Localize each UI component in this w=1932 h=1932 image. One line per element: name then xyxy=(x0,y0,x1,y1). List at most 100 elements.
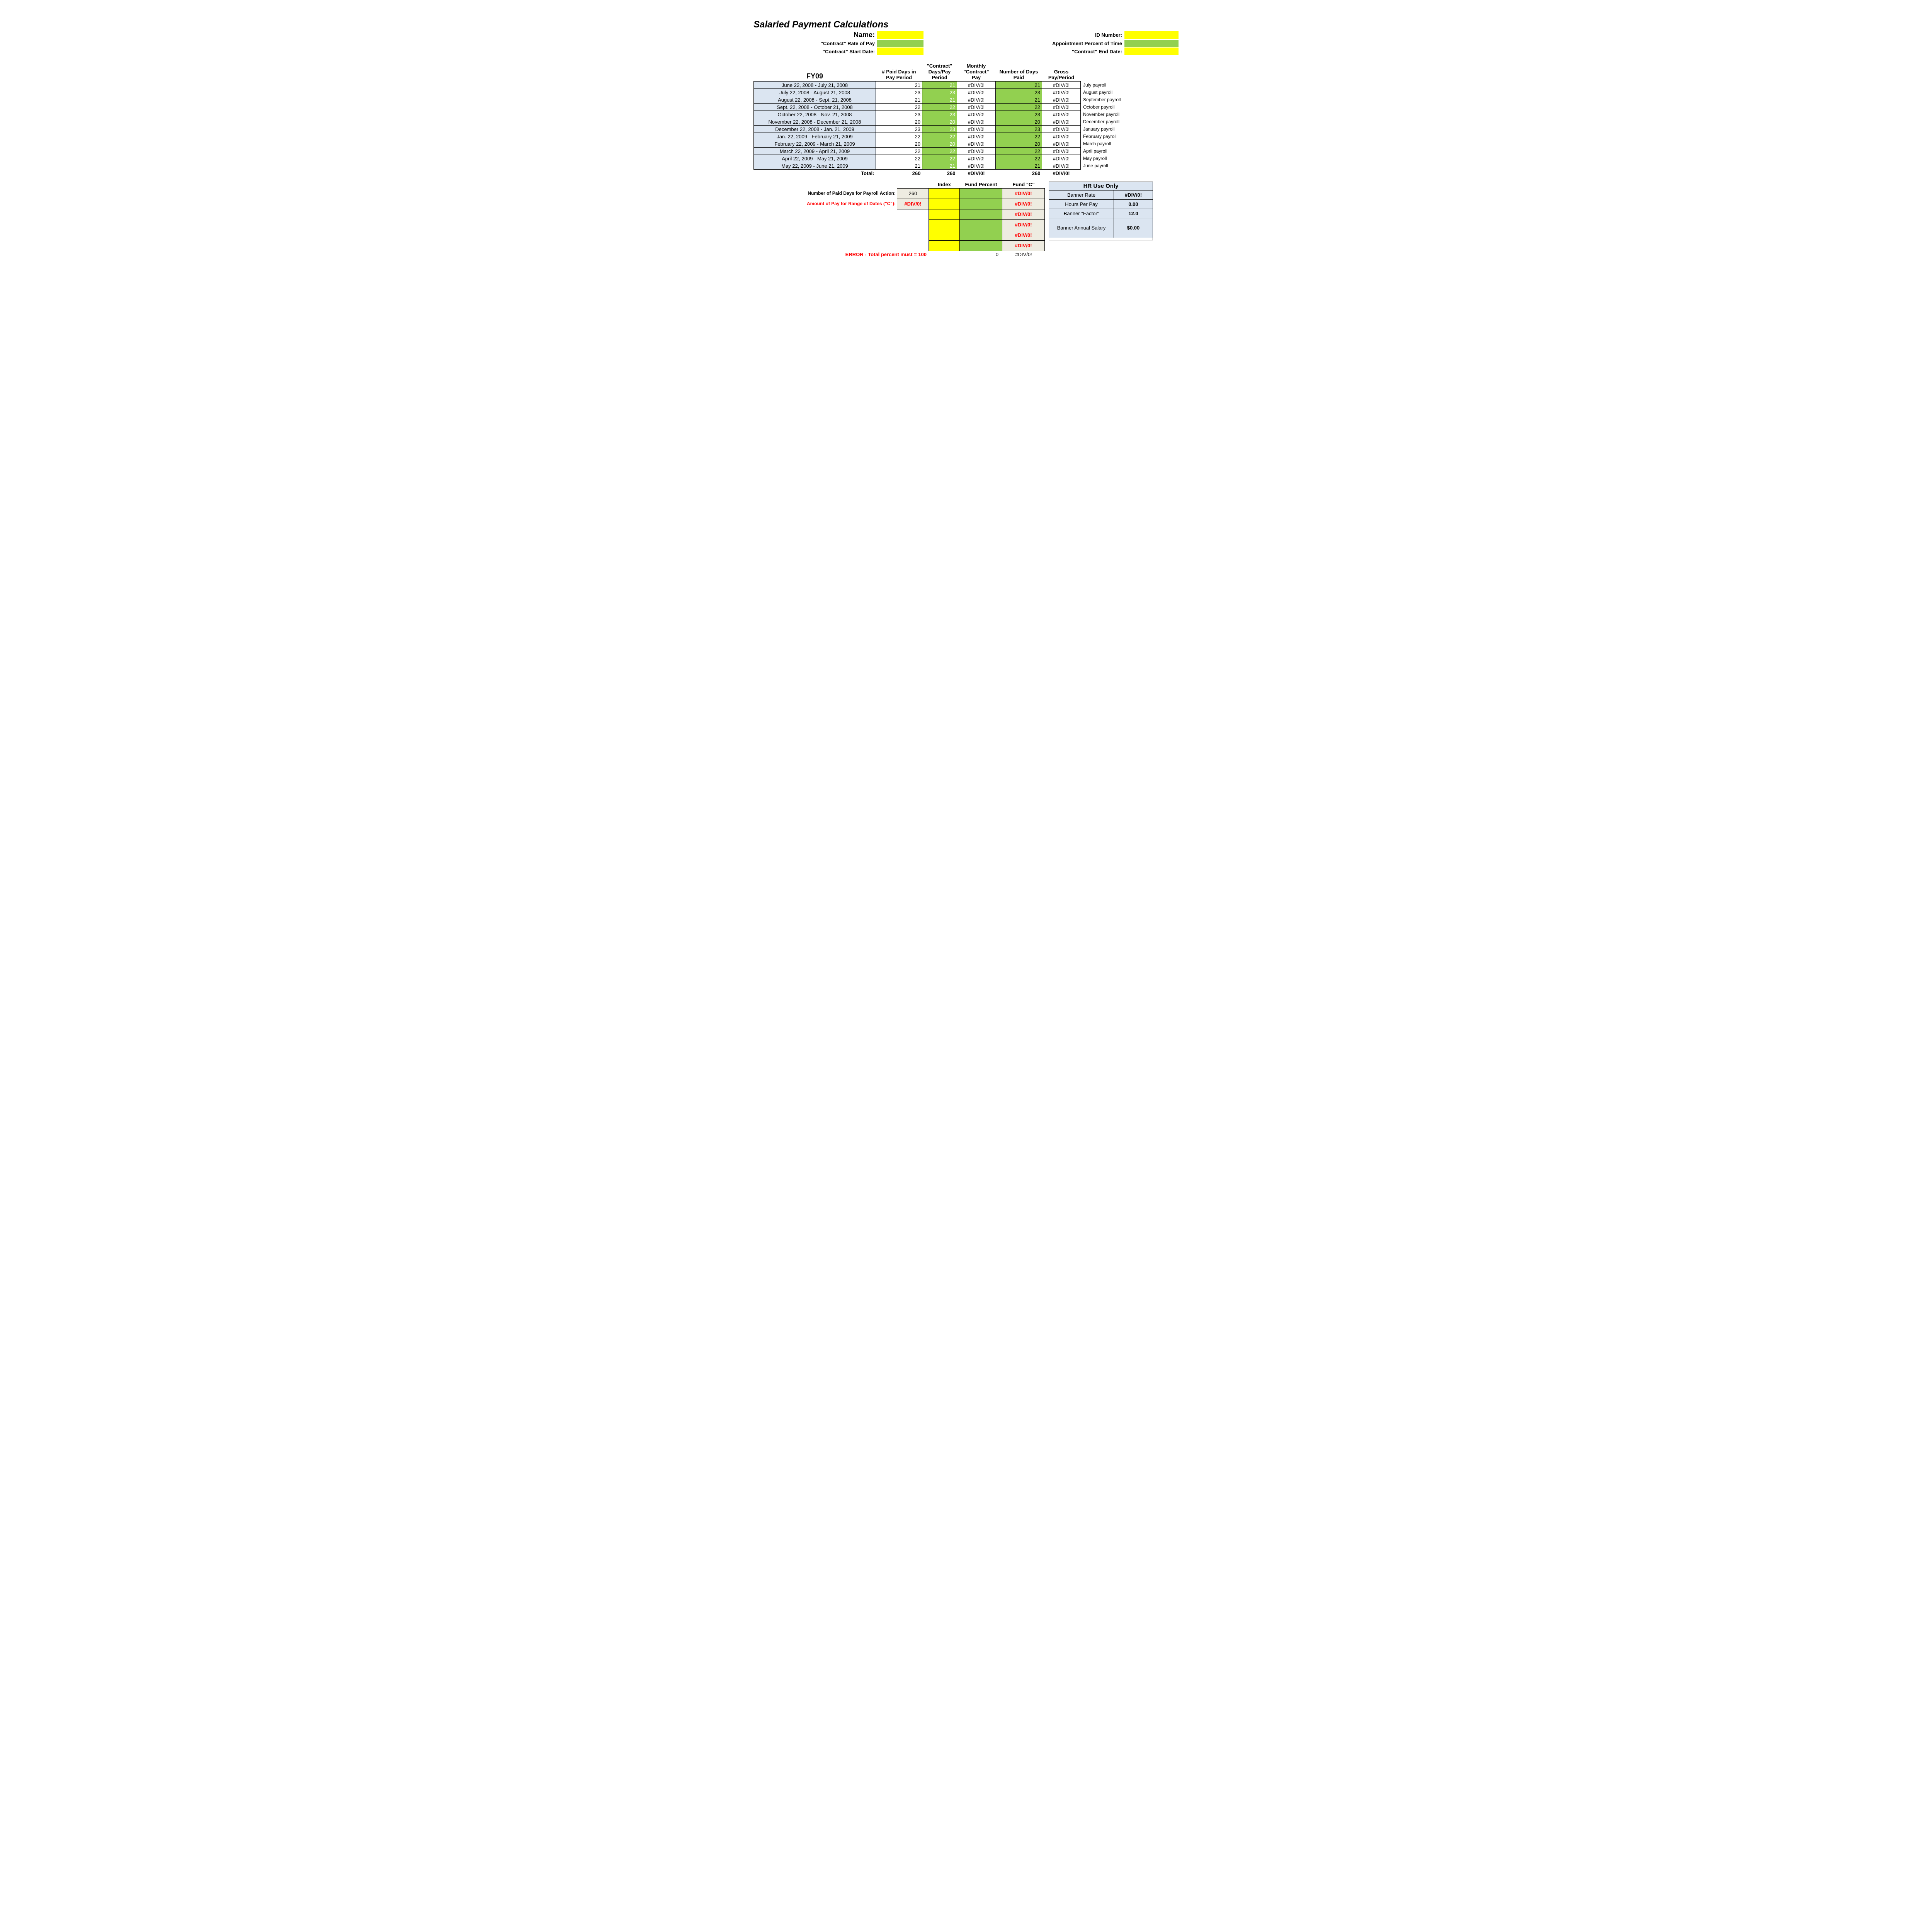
fundpct-input-1[interactable] xyxy=(959,199,1002,209)
contract-days-cell: 22 xyxy=(922,155,957,162)
table-row: August 22, 2008 - Sept. 21, 20082121#DIV… xyxy=(754,96,1179,104)
fundpct-input-0[interactable] xyxy=(959,188,1002,199)
payroll-note: September payroll xyxy=(1081,96,1179,104)
name-label: Name: xyxy=(753,31,877,39)
monthly-pay-cell: #DIV/0! xyxy=(957,104,996,111)
num-paid-cell: 22 xyxy=(996,133,1042,140)
num-paid-cell: 21 xyxy=(996,162,1042,170)
amount-value: #DIV/0! xyxy=(897,199,929,209)
index-input-2[interactable] xyxy=(929,209,960,220)
period-cell: February 22, 2009 - March 21, 2009 xyxy=(754,140,876,148)
rate-label: "Contract" Rate of Pay xyxy=(753,41,877,46)
payroll-note: May payroll xyxy=(1081,155,1179,162)
error-zero: 0 xyxy=(960,252,1002,257)
gross-cell: #DIV/0! xyxy=(1042,89,1081,96)
col-num-paid: Number of Days Paid xyxy=(996,62,1042,82)
table-row: July 22, 2008 - August 21, 20082323#DIV/… xyxy=(754,89,1179,96)
hr-banner-rate-label: Banner Rate xyxy=(1049,190,1114,200)
payroll-note: February payroll xyxy=(1081,133,1179,140)
fundc-2: #DIV/0! xyxy=(1002,209,1045,220)
total-label: Total: xyxy=(754,170,876,177)
numdays-value: 260 xyxy=(897,188,929,199)
hr-hours-label: Hours Per Pay xyxy=(1049,200,1114,209)
contract-days-cell: 22 xyxy=(922,148,957,155)
paid-days-cell: 22 xyxy=(876,133,922,140)
total-paid: 260 xyxy=(876,170,922,177)
page-title: Salaried Payment Calculations xyxy=(753,19,1179,30)
paid-days-cell: 21 xyxy=(876,96,922,104)
gross-cell: #DIV/0! xyxy=(1042,118,1081,126)
payroll-note: July payroll xyxy=(1081,82,1179,89)
col-contract-days: "Contract" Days/Pay Period xyxy=(922,62,957,82)
fundpct-heading: Fund Percent xyxy=(960,182,1002,188)
fundpct-input-4[interactable] xyxy=(959,230,1002,241)
payroll-note: October payroll xyxy=(1081,104,1179,111)
rate-input[interactable] xyxy=(877,40,923,47)
table-row: April 22, 2009 - May 21, 20092222#DIV/0!… xyxy=(754,155,1179,162)
payroll-note: November payroll xyxy=(1081,111,1179,118)
index-input-1[interactable] xyxy=(929,199,960,209)
index-input-4[interactable] xyxy=(929,230,960,241)
period-cell: May 22, 2009 - June 21, 2009 xyxy=(754,162,876,170)
total-gross: #DIV/0! xyxy=(1042,170,1081,177)
payroll-note: August payroll xyxy=(1081,89,1179,96)
index-input-3[interactable] xyxy=(929,219,960,230)
index-input-5[interactable] xyxy=(929,240,960,251)
start-label: "Contract" Start Date: xyxy=(753,49,877,54)
hr-hours-value: 0.00 xyxy=(1114,200,1153,209)
num-paid-cell: 22 xyxy=(996,148,1042,155)
total-cdays: 260 xyxy=(922,170,957,177)
table-row: February 22, 2009 - March 21, 20092020#D… xyxy=(754,140,1179,148)
paid-days-cell: 23 xyxy=(876,111,922,118)
gross-cell: #DIV/0! xyxy=(1042,82,1081,89)
name-input[interactable] xyxy=(877,31,923,39)
paid-days-cell: 22 xyxy=(876,104,922,111)
pct-input[interactable] xyxy=(1124,40,1179,47)
gross-cell: #DIV/0! xyxy=(1042,133,1081,140)
num-paid-cell: 23 xyxy=(996,89,1042,96)
period-cell: Jan. 22, 2009 - February 21, 2009 xyxy=(754,133,876,140)
hr-salary-value: $0.00 xyxy=(1114,218,1153,238)
period-cell: Sept. 22, 2008 - October 21, 2008 xyxy=(754,104,876,111)
gross-cell: #DIV/0! xyxy=(1042,148,1081,155)
id-input[interactable] xyxy=(1124,31,1179,39)
fundpct-input-2[interactable] xyxy=(959,209,1002,220)
monthly-pay-cell: #DIV/0! xyxy=(957,118,996,126)
error-div: #DIV/0! xyxy=(1002,252,1045,257)
num-paid-cell: 21 xyxy=(996,96,1042,104)
table-row: December 22, 2008 - Jan. 21, 20092323#DI… xyxy=(754,126,1179,133)
gross-cell: #DIV/0! xyxy=(1042,126,1081,133)
fundc-3: #DIV/0! xyxy=(1002,219,1045,230)
id-label: ID Number: xyxy=(931,32,1124,38)
contract-days-cell: 23 xyxy=(922,126,957,133)
error-message: ERROR - Total percent must = 100 xyxy=(753,252,929,257)
gross-cell: #DIV/0! xyxy=(1042,104,1081,111)
period-cell: October 22, 2008 - Nov. 21, 2008 xyxy=(754,111,876,118)
gross-cell: #DIV/0! xyxy=(1042,162,1081,170)
fundpct-input-3[interactable] xyxy=(959,219,1002,230)
period-cell: April 22, 2009 - May 21, 2009 xyxy=(754,155,876,162)
end-input[interactable] xyxy=(1124,48,1179,55)
start-input[interactable] xyxy=(877,48,923,55)
fundc-5: #DIV/0! xyxy=(1002,240,1045,251)
table-row: November 22, 2008 - December 21, 2008202… xyxy=(754,118,1179,126)
contract-days-cell: 20 xyxy=(922,140,957,148)
index-input-0[interactable] xyxy=(929,188,960,199)
pct-label: Appointment Percent of Time xyxy=(931,41,1124,46)
num-paid-cell: 22 xyxy=(996,104,1042,111)
table-row: May 22, 2009 - June 21, 20092121#DIV/0!2… xyxy=(754,162,1179,170)
monthly-pay-cell: #DIV/0! xyxy=(957,89,996,96)
num-paid-cell: 23 xyxy=(996,126,1042,133)
contract-days-cell: 21 xyxy=(922,162,957,170)
fundpct-input-5[interactable] xyxy=(959,240,1002,251)
monthly-pay-cell: #DIV/0! xyxy=(957,162,996,170)
hr-salary-label: Banner Annual Salary xyxy=(1049,218,1114,238)
gross-cell: #DIV/0! xyxy=(1042,96,1081,104)
monthly-pay-cell: #DIV/0! xyxy=(957,140,996,148)
monthly-pay-cell: #DIV/0! xyxy=(957,111,996,118)
paid-days-cell: 21 xyxy=(876,82,922,89)
period-cell: June 22, 2008 - July 21, 2008 xyxy=(754,82,876,89)
monthly-pay-cell: #DIV/0! xyxy=(957,133,996,140)
paid-days-cell: 23 xyxy=(876,126,922,133)
contract-days-cell: 21 xyxy=(922,82,957,89)
